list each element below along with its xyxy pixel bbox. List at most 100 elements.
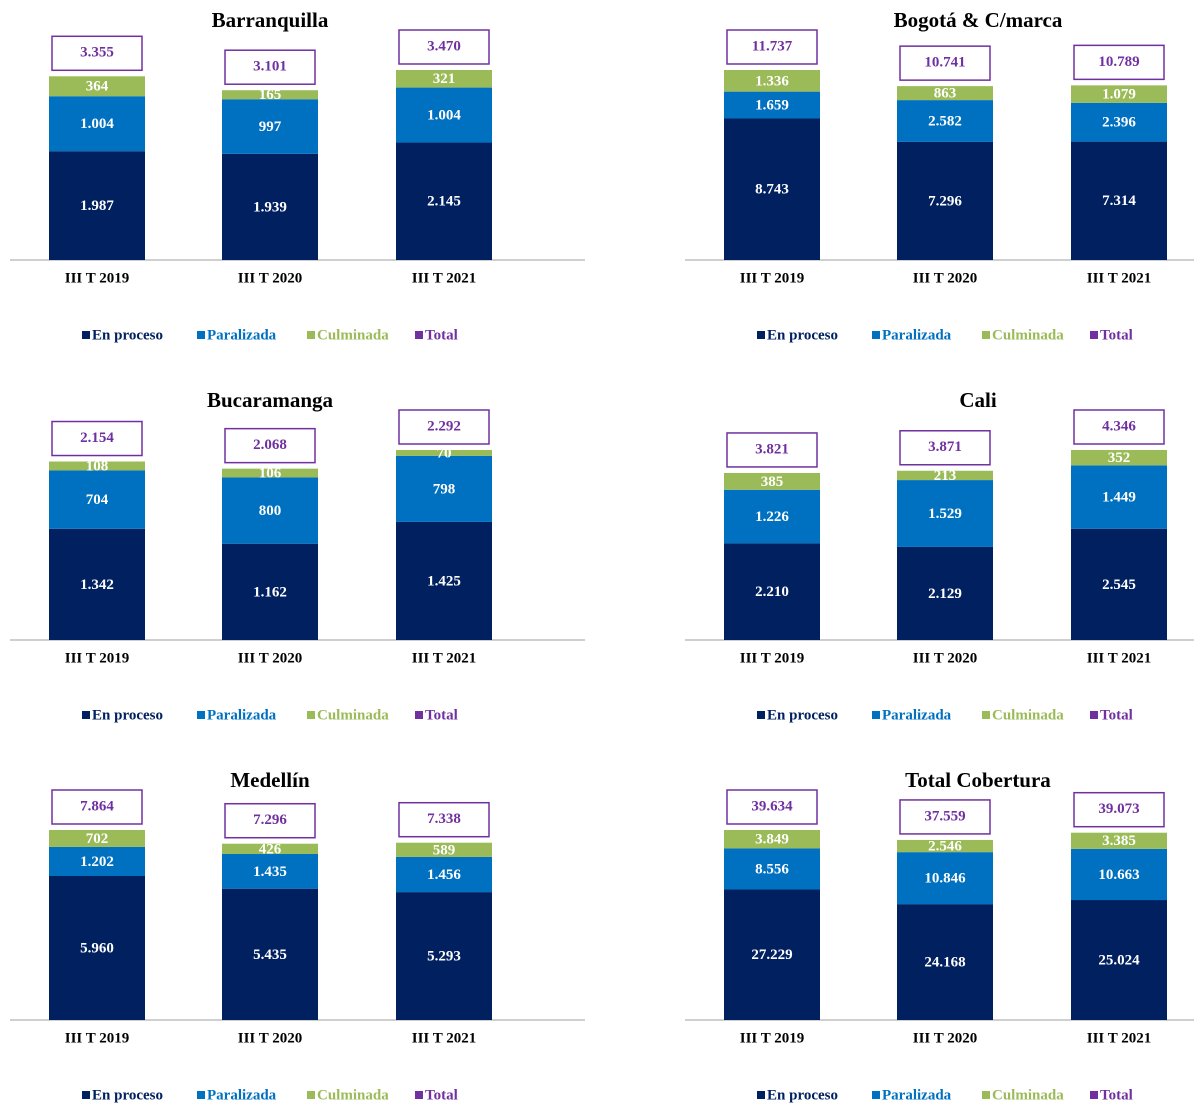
- legend-label: Paralizada: [207, 707, 277, 723]
- total-label: 2.068: [253, 437, 287, 453]
- legend-swatch: [1090, 1091, 1098, 1099]
- bar-segment: [396, 856, 492, 893]
- legend-label: En proceso: [767, 707, 838, 723]
- bar-segment: [396, 87, 492, 143]
- legend-swatch: [307, 711, 315, 719]
- data-label: 8.743: [755, 182, 789, 198]
- bar-segment: [222, 543, 318, 640]
- chart-title: Cali: [959, 388, 997, 412]
- chart-title: Bucaramanga: [207, 388, 334, 412]
- bar-segment: [897, 480, 993, 547]
- data-label: 1.336: [755, 73, 789, 89]
- legend-swatch: [307, 331, 315, 339]
- data-label: 5.960: [80, 940, 114, 956]
- total-label: 3.871: [928, 439, 962, 455]
- bar-segment: [897, 839, 993, 853]
- legend-swatch: [415, 711, 423, 719]
- data-label: 2.210: [755, 584, 789, 600]
- legend-label: Total: [425, 707, 458, 723]
- legend-swatch: [757, 711, 765, 719]
- data-label: 1.079: [1102, 87, 1136, 103]
- data-label: 1.162: [253, 584, 287, 600]
- data-label: 5.435: [253, 947, 287, 963]
- legend-label: En proceso: [767, 327, 838, 343]
- bar-segment: [396, 70, 492, 88]
- bar-segment: [222, 90, 318, 100]
- bar-segment: [724, 830, 820, 849]
- legend-swatch: [982, 331, 990, 339]
- data-label: 800: [259, 503, 282, 519]
- data-label: 24.168: [924, 955, 965, 971]
- data-label: 108: [86, 458, 109, 474]
- legend-label: Total: [1100, 707, 1133, 723]
- x-tick-label: III T 2020: [238, 1030, 302, 1046]
- total-box: [1073, 409, 1165, 445]
- chart-title: Barranquilla: [212, 8, 329, 32]
- data-label: 2.546: [928, 838, 962, 854]
- bar-segment: [724, 70, 820, 92]
- total-box: [899, 430, 991, 466]
- data-label: 106: [259, 465, 282, 481]
- data-label: 704: [86, 492, 109, 508]
- total-label: 7.338: [427, 811, 461, 827]
- bar-segment: [222, 477, 318, 544]
- x-tick-label: III T 2019: [65, 650, 129, 666]
- total-box: [726, 432, 818, 468]
- total-box: [899, 45, 991, 81]
- legend-label: En proceso: [767, 1087, 838, 1103]
- bar-segment: [1071, 141, 1167, 260]
- legend-label: Total: [425, 327, 458, 343]
- bar-segment: [1071, 465, 1167, 529]
- total-box: [1073, 44, 1165, 81]
- bar-segment: [222, 99, 318, 154]
- total-box: [1073, 791, 1165, 828]
- data-label: 2.545: [1102, 577, 1136, 593]
- bar-segment: [396, 842, 492, 857]
- total-label: 2.292: [427, 418, 461, 434]
- data-label: 364: [86, 79, 109, 95]
- bar-segment: [724, 118, 820, 260]
- bar-segment: [49, 461, 145, 471]
- bar-segment: [724, 889, 820, 1020]
- bar-segment: [724, 91, 820, 119]
- total-label: 11.737: [752, 38, 793, 54]
- total-box: [726, 29, 818, 65]
- total-box: [51, 789, 143, 825]
- bar-segment: [222, 843, 318, 855]
- legend-swatch: [197, 1091, 205, 1099]
- bar-segment: [222, 153, 318, 260]
- data-label: 2.582: [928, 113, 962, 129]
- bar-segment: [1071, 832, 1167, 849]
- data-label: 7.314: [1102, 193, 1136, 209]
- data-label: 1.425: [427, 573, 461, 589]
- data-label: 1.435: [253, 864, 287, 880]
- legend-label: Culminada: [317, 1087, 389, 1103]
- data-label: 1.659: [755, 97, 789, 113]
- x-tick-label: III T 2021: [1087, 650, 1151, 666]
- total-box: [51, 35, 143, 72]
- x-tick-label: III T 2020: [913, 1030, 977, 1046]
- legend-swatch: [197, 711, 205, 719]
- data-label: 1.987: [80, 198, 114, 214]
- total-box: [224, 802, 316, 839]
- bar-segment: [897, 546, 993, 640]
- bar-segment: [724, 489, 820, 544]
- bar-segment: [1071, 85, 1167, 103]
- legend-swatch: [307, 1091, 315, 1099]
- total-label: 39.073: [1098, 801, 1139, 817]
- bar-segment: [897, 852, 993, 905]
- bar-segment: [1071, 450, 1167, 466]
- legend-label: Culminada: [992, 707, 1064, 723]
- bar-segment: [222, 888, 318, 1020]
- legend-swatch: [982, 1091, 990, 1099]
- data-label: 863: [934, 86, 957, 102]
- data-label: 997: [259, 119, 282, 135]
- legend-label: Culminada: [992, 1087, 1064, 1103]
- legend-label: Culminada: [317, 707, 389, 723]
- data-label: 798: [433, 481, 456, 497]
- data-label: 8.556: [755, 861, 789, 877]
- x-tick-label: III T 2020: [238, 270, 302, 286]
- data-label: 1.004: [80, 116, 114, 132]
- x-tick-label: III T 2020: [913, 650, 977, 666]
- data-label: 5.293: [427, 948, 461, 964]
